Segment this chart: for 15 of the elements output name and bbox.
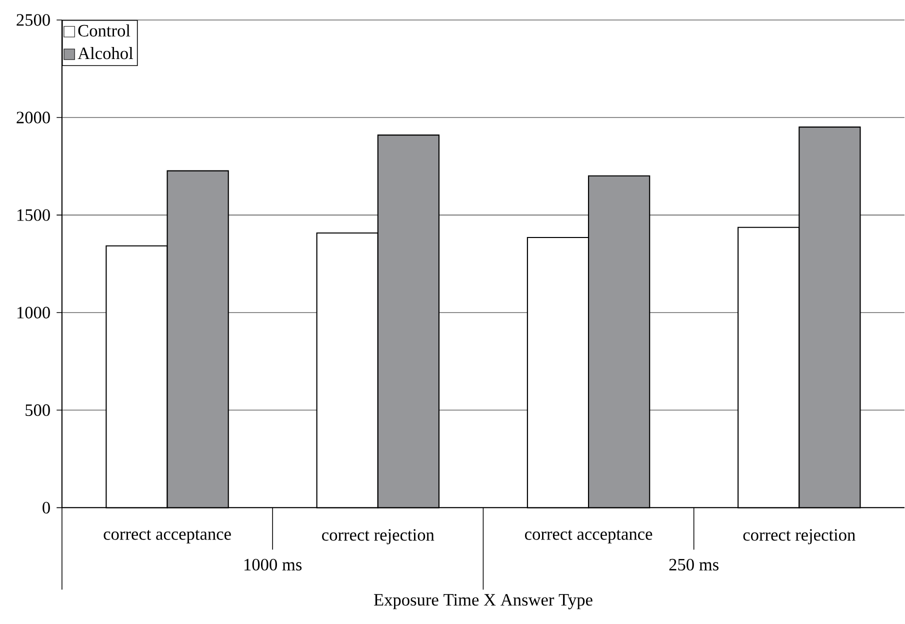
y-tick-label: 1000 bbox=[17, 306, 50, 319]
x-tick-label: correct acceptance bbox=[525, 530, 652, 544]
y-tick-label: 2000 bbox=[16, 112, 50, 124]
y-tick-label: 1500 bbox=[17, 209, 50, 222]
x-tick-label: correct acceptance bbox=[104, 530, 231, 544]
legend-label: Control bbox=[78, 24, 130, 37]
y-tick-label: 2500 bbox=[16, 14, 50, 26]
x-tick-label: correct rejection bbox=[743, 529, 856, 544]
x-tick-label: correct rejection bbox=[322, 529, 434, 544]
legend-label: Alcohol bbox=[78, 47, 134, 60]
x-axis-title: Exposure Time X Answer Type bbox=[374, 594, 592, 610]
text: 250 ms bbox=[669, 559, 718, 571]
y-tick-label: 500 bbox=[26, 404, 50, 416]
text: 1000 ms bbox=[244, 559, 302, 571]
y-tick-label: 0 bbox=[42, 502, 50, 514]
